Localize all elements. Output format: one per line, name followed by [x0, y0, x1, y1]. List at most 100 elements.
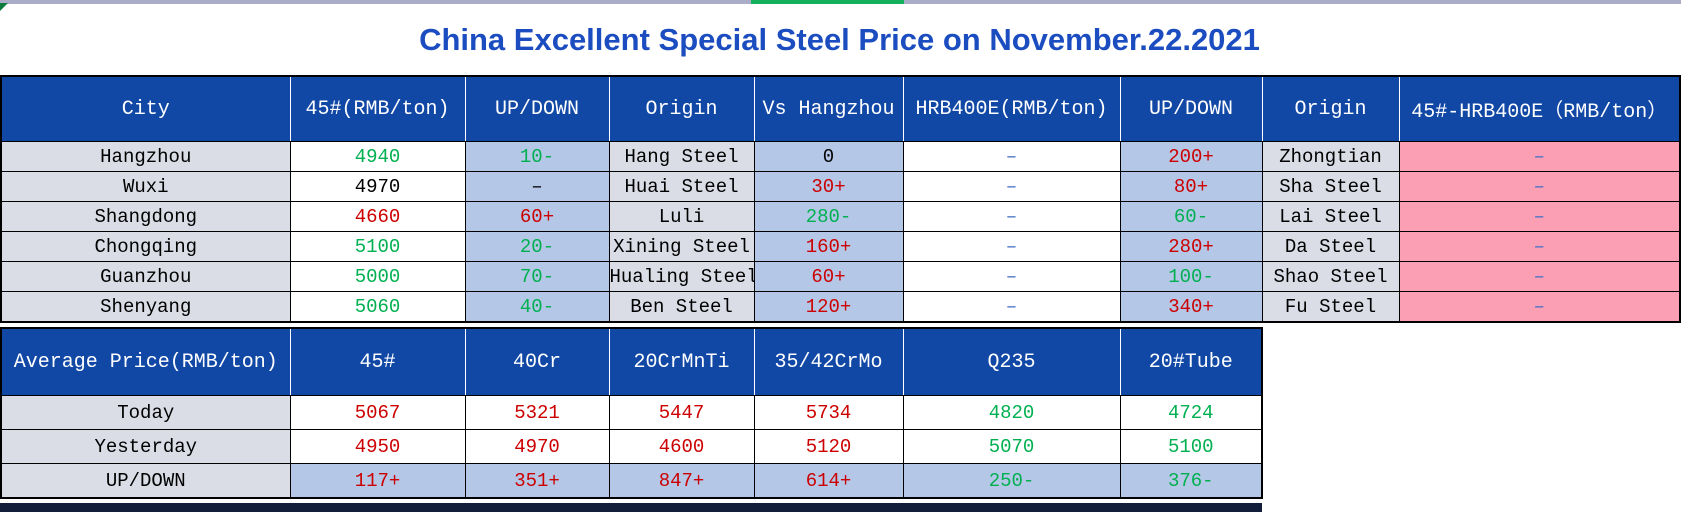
cell-hrb400e[interactable]: – [902, 231, 1121, 262]
cell-origin-1[interactable]: Xining Steel [608, 231, 755, 262]
cell-origin-1[interactable]: Hang Steel [608, 141, 755, 172]
city-price-table: City 45#(RMB/ton) UP/DOWN Origin Vs Hang… [0, 75, 1681, 323]
avg-cell[interactable]: 5321 [464, 395, 610, 430]
row-label[interactable]: Yesterday [0, 429, 291, 464]
avg-cell[interactable]: 4600 [608, 429, 755, 464]
cell-origin-2[interactable]: Da Steel [1261, 231, 1400, 262]
cell-diff[interactable]: – [1398, 201, 1681, 232]
average-row-today: Today 5067 5321 5447 5734 4820 4724 [0, 395, 1263, 430]
cell-45-price[interactable]: 4970 [289, 171, 466, 202]
avg-cell[interactable]: 4724 [1119, 395, 1263, 430]
cell-diff[interactable]: – [1398, 141, 1681, 172]
header-hrb400e: HRB400E(RMB/ton) [902, 75, 1121, 142]
corner-flag-icon [0, 3, 8, 11]
avg-cell[interactable]: 4820 [902, 395, 1121, 430]
avg-cell[interactable]: 614+ [753, 463, 904, 499]
header-grade-40cr: 40Cr [464, 327, 610, 396]
cell-updown-2[interactable]: 100- [1119, 261, 1263, 292]
cell-city[interactable]: Wuxi [0, 171, 291, 202]
table-row-guanzhou: Guanzhou 5000 70- Hualing Steel 60+ – 10… [0, 261, 1681, 292]
table-row-hangzhou: Hangzhou 4940 10- Hang Steel 0 – 200+ Zh… [0, 141, 1681, 172]
avg-cell[interactable]: 376- [1119, 463, 1263, 499]
avg-cell[interactable]: 5447 [608, 395, 755, 430]
cell-vs-hangzhou[interactable]: 60+ [753, 261, 904, 292]
cell-hrb400e[interactable]: – [902, 261, 1121, 292]
cell-hrb400e[interactable]: – [902, 141, 1121, 172]
page-title: China Excellent Special Steel Price on N… [419, 21, 1260, 57]
cell-vs-hangzhou[interactable]: 120+ [753, 291, 904, 323]
cell-updown-1[interactable]: 70- [464, 261, 610, 292]
cell-vs-hangzhou[interactable]: 160+ [753, 231, 904, 262]
cell-hrb400e[interactable]: – [902, 291, 1121, 323]
cell-city[interactable]: Chongqing [0, 231, 291, 262]
avg-cell[interactable]: 4950 [289, 429, 466, 464]
cell-updown-2[interactable]: 200+ [1119, 141, 1263, 172]
average-price-table: Average Price(RMB/ton) 45# 40Cr 20CrMnTi… [0, 327, 1263, 499]
table-row-shenyang: Shenyang 5060 40- Ben Steel 120+ – 340+ … [0, 291, 1681, 323]
cell-city[interactable]: Shangdong [0, 201, 291, 232]
header-average-price: Average Price(RMB/ton) [0, 327, 291, 396]
table-row-chongqing: Chongqing 5100 20- Xining Steel 160+ – 2… [0, 231, 1681, 262]
row-label[interactable]: Today [0, 395, 291, 430]
cell-updown-2[interactable]: 80+ [1119, 171, 1263, 202]
table-header-row: City 45#(RMB/ton) UP/DOWN Origin Vs Hang… [0, 75, 1681, 142]
header-diff: 45#-HRB400E（RMB/ton） [1398, 75, 1681, 142]
cell-vs-hangzhou[interactable]: 30+ [753, 171, 904, 202]
cell-updown-1[interactable]: 20- [464, 231, 610, 262]
cell-origin-2[interactable]: Lai Steel [1261, 201, 1400, 232]
cell-origin-1[interactable]: Ben Steel [608, 291, 755, 323]
cell-updown-2[interactable]: 340+ [1119, 291, 1263, 323]
avg-cell[interactable]: 5734 [753, 395, 904, 430]
cell-origin-1[interactable]: Hualing Steel [608, 261, 755, 292]
cell-updown-2[interactable]: 60- [1119, 201, 1263, 232]
average-row-updown: UP/DOWN 117+ 351+ 847+ 614+ 250- 376- [0, 463, 1263, 499]
cell-updown-1[interactable]: 60+ [464, 201, 610, 232]
cell-diff[interactable]: – [1398, 261, 1681, 292]
cell-45-price[interactable]: 4940 [289, 141, 466, 172]
cell-45-price[interactable]: 4660 [289, 201, 466, 232]
top-scroll-bar [0, 0, 1681, 4]
avg-cell[interactable]: 351+ [464, 463, 610, 499]
cell-origin-2[interactable]: Sha Steel [1261, 171, 1400, 202]
average-row-yesterday: Yesterday 4950 4970 4600 5120 5070 5100 [0, 429, 1263, 464]
header-grade-20crmnti: 20CrMnTi [608, 327, 755, 396]
cell-city[interactable]: Hangzhou [0, 141, 291, 172]
row-label[interactable]: UP/DOWN [0, 463, 291, 499]
bottom-bar [0, 503, 1262, 512]
cell-diff[interactable]: – [1398, 171, 1681, 202]
cell-hrb400e[interactable]: – [902, 201, 1121, 232]
cell-vs-hangzhou[interactable]: 280- [753, 201, 904, 232]
cell-45-price[interactable]: 5100 [289, 231, 466, 262]
avg-cell[interactable]: 4970 [464, 429, 610, 464]
avg-cell[interactable]: 250- [902, 463, 1121, 499]
cell-city[interactable]: Shenyang [0, 291, 291, 323]
cell-city[interactable]: Guanzhou [0, 261, 291, 292]
header-grade-45: 45# [289, 327, 466, 396]
cell-origin-2[interactable]: Zhongtian [1261, 141, 1400, 172]
cell-diff[interactable]: – [1398, 231, 1681, 262]
cell-origin-2[interactable]: Fu Steel [1261, 291, 1400, 323]
avg-cell[interactable]: 847+ [608, 463, 755, 499]
avg-cell[interactable]: 117+ [289, 463, 466, 499]
cell-updown-1[interactable]: – [464, 171, 610, 202]
cell-45-price[interactable]: 5060 [289, 291, 466, 323]
header-grade-20tube: 20#Tube [1119, 327, 1263, 396]
cell-updown-2[interactable]: 280+ [1119, 231, 1263, 262]
cell-vs-hangzhou[interactable]: 0 [753, 141, 904, 172]
avg-cell[interactable]: 5120 [753, 429, 904, 464]
title-area: China Excellent Special Steel Price on N… [0, 4, 1679, 75]
top-scroll-thumb[interactable] [751, 0, 904, 4]
cell-hrb400e[interactable]: – [902, 171, 1121, 202]
cell-45-price[interactable]: 5000 [289, 261, 466, 292]
cell-diff[interactable]: – [1398, 291, 1681, 323]
cell-origin-1[interactable]: Luli [608, 201, 755, 232]
avg-cell[interactable]: 5100 [1119, 429, 1263, 464]
avg-cell[interactable]: 5067 [289, 395, 466, 430]
cell-origin-1[interactable]: Huai Steel [608, 171, 755, 202]
cell-updown-1[interactable]: 10- [464, 141, 610, 172]
cell-updown-1[interactable]: 40- [464, 291, 610, 323]
avg-cell[interactable]: 5070 [902, 429, 1121, 464]
header-origin-1: Origin [608, 75, 755, 142]
cell-origin-2[interactable]: Shao Steel [1261, 261, 1400, 292]
table-row-shangdong: Shangdong 4660 60+ Luli 280- – 60- Lai S… [0, 201, 1681, 232]
